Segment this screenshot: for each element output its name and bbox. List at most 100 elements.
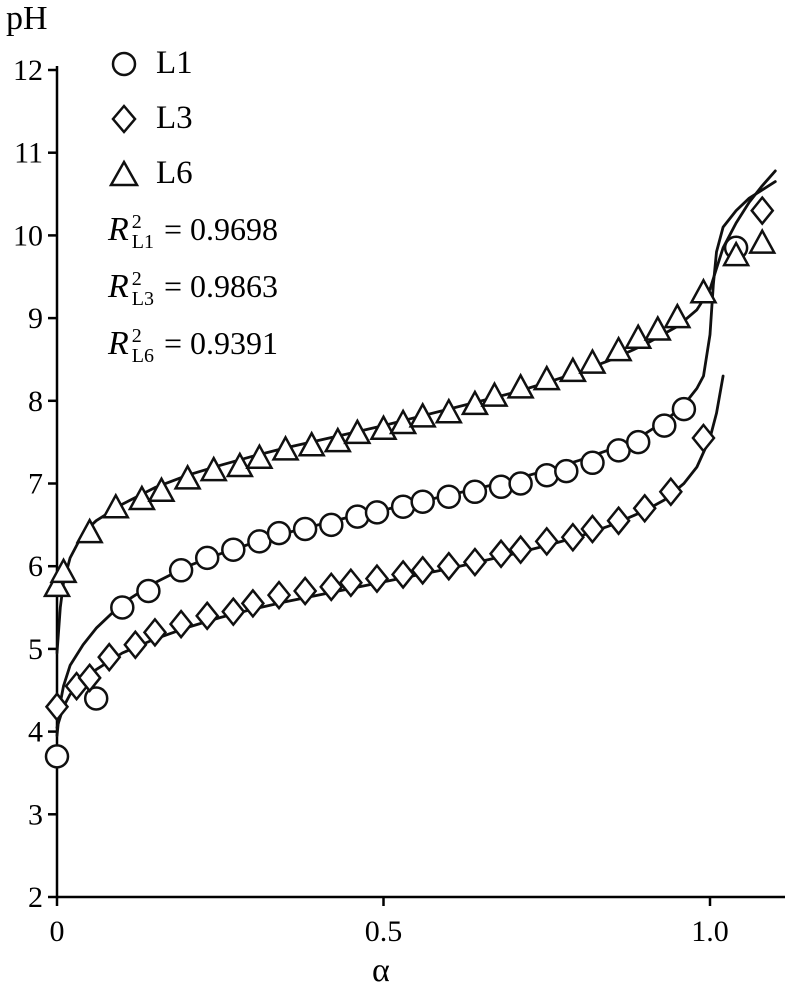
diamond-marker-l3 [534, 526, 559, 557]
r-value: = 0.9863 [164, 268, 279, 304]
triangle-marker-l6 [624, 323, 653, 350]
circle-marker-l1 [364, 500, 390, 525]
triangle-marker-l6 [460, 389, 490, 416]
y-tick-label: 11 [14, 137, 43, 170]
circle-marker-l1 [110, 595, 135, 620]
r-exponent: 2 [131, 210, 142, 233]
triangle-marker-l6 [689, 277, 718, 304]
diamond-marker-l3 [436, 551, 461, 582]
circle-marker-l1 [83, 686, 109, 711]
diamond-marker-l3 [508, 534, 533, 565]
r-squared-l1: R 2 L1 = 0.9698 [108, 201, 278, 258]
r-symbol: R [108, 210, 129, 248]
circle-marker-l1 [652, 413, 677, 438]
r-symbol: R [108, 267, 129, 305]
r-subscript: L6 [131, 344, 154, 367]
triangle-marker-l6 [323, 426, 352, 453]
diamond-marker-l3 [44, 691, 70, 722]
circle-marker-l1 [488, 474, 514, 500]
triangle-marker-l6 [127, 484, 156, 511]
r-exponent: 2 [131, 267, 142, 290]
y-axis-title: pH [6, 0, 48, 37]
triangle-marker-l6 [506, 372, 535, 399]
circle-marker-l1 [292, 516, 318, 542]
circle-marker-l1 [436, 484, 462, 509]
circle-marker-l1 [534, 462, 560, 488]
x-tick-label: 0.5 [365, 915, 403, 948]
triangle-marker-l6 [604, 335, 633, 362]
circle-marker-l1 [266, 520, 292, 546]
circle-marker-l1 [410, 489, 435, 514]
legend-label-l3: L3 [156, 100, 193, 136]
r-exponent: 2 [131, 324, 142, 347]
triangle-marker-l6 [245, 443, 274, 469]
r-value: = 0.9698 [164, 211, 279, 247]
diamond-marker-l3 [77, 662, 102, 693]
y-tick-label: 5 [28, 633, 43, 666]
diamond-marker-l3 [293, 576, 318, 606]
diamond-marker-l3 [632, 493, 657, 524]
triangle-marker-l6 [578, 347, 607, 374]
r-subscript: L1 [131, 230, 154, 253]
circle-marker-l1 [671, 396, 697, 422]
diamond-marker-l3 [338, 567, 363, 598]
triangle-marker-l6 [49, 557, 78, 584]
diamond-marker-l3 [142, 617, 168, 648]
diamond-marker-l3 [658, 476, 683, 507]
y-tick-label: 10 [13, 219, 43, 252]
x-tick-label: 1.0 [691, 915, 729, 948]
diamond-marker-l3 [580, 513, 605, 544]
circle-marker-l1 [136, 578, 161, 604]
triangle-marker-l6 [271, 434, 300, 461]
r-subscript: L3 [131, 287, 154, 310]
circle-marker-l1 [508, 471, 533, 496]
y-tick-label: 9 [28, 302, 43, 335]
circle-marker-l1 [168, 558, 194, 583]
r-symbol: R [108, 324, 129, 362]
y-tick-label: 4 [28, 716, 43, 749]
triangle-marker-l6 [75, 517, 104, 544]
r-squared-l3: R 2 L3 = 0.9863 [108, 258, 278, 315]
triangle-marker-l6 [369, 414, 398, 440]
triangle-marker-l6 [408, 401, 437, 428]
triangle-marker-l6 [558, 356, 587, 383]
triangle-marker-l6 [643, 314, 672, 341]
triangle-marker-l6 [722, 240, 751, 267]
diamond-marker-l3 [560, 522, 585, 553]
diamond-marker-l3 [364, 563, 390, 594]
diamond-marker-l3 [691, 423, 716, 454]
triangle-marker-l6 [663, 302, 692, 329]
y-tick-label: 12 [13, 54, 43, 87]
triangle-marker-l6 [173, 463, 202, 490]
fit-curve-l6 [55, 169, 777, 655]
diamond-marker-l3 [221, 596, 246, 627]
diamond-marker-l3 [97, 642, 122, 673]
triangle-marker-l6 [748, 228, 777, 254]
y-tick-label: 2 [28, 881, 43, 914]
r-supsub: 2 L6 [132, 326, 154, 366]
r-supsub: 2 L3 [132, 269, 154, 309]
circle-marker-l1 [554, 458, 579, 484]
y-tick-label: 3 [28, 798, 43, 831]
circle-marker-l1 [625, 429, 651, 455]
y-tick-label: 6 [28, 550, 43, 583]
circle-marker-l1 [462, 479, 488, 505]
triangle-marker-l6 [199, 455, 228, 482]
diamond-marker-l3 [240, 588, 266, 619]
triangle-marker-l6 [532, 364, 561, 391]
circle-marker-l1 [580, 450, 605, 476]
r-supsub: 2 L1 [132, 212, 154, 252]
circle-marker-l1 [194, 545, 220, 571]
triangle-marker-l6 [42, 571, 72, 598]
legend-label-l6: L6 [156, 155, 193, 191]
triangle-marker-l6 [434, 397, 463, 424]
legend: L1 L3 L6 R 2 L1 = 0.9698 R 2 [108, 36, 278, 372]
circle-marker-l1 [345, 504, 370, 529]
diamond-marker-l3 [123, 629, 148, 660]
diamond-marker-l3 [606, 505, 631, 536]
legend-item-l6: L6 [108, 146, 278, 201]
diamond-marker-l3 [462, 547, 488, 578]
diamond-marker-l3 [195, 600, 220, 631]
